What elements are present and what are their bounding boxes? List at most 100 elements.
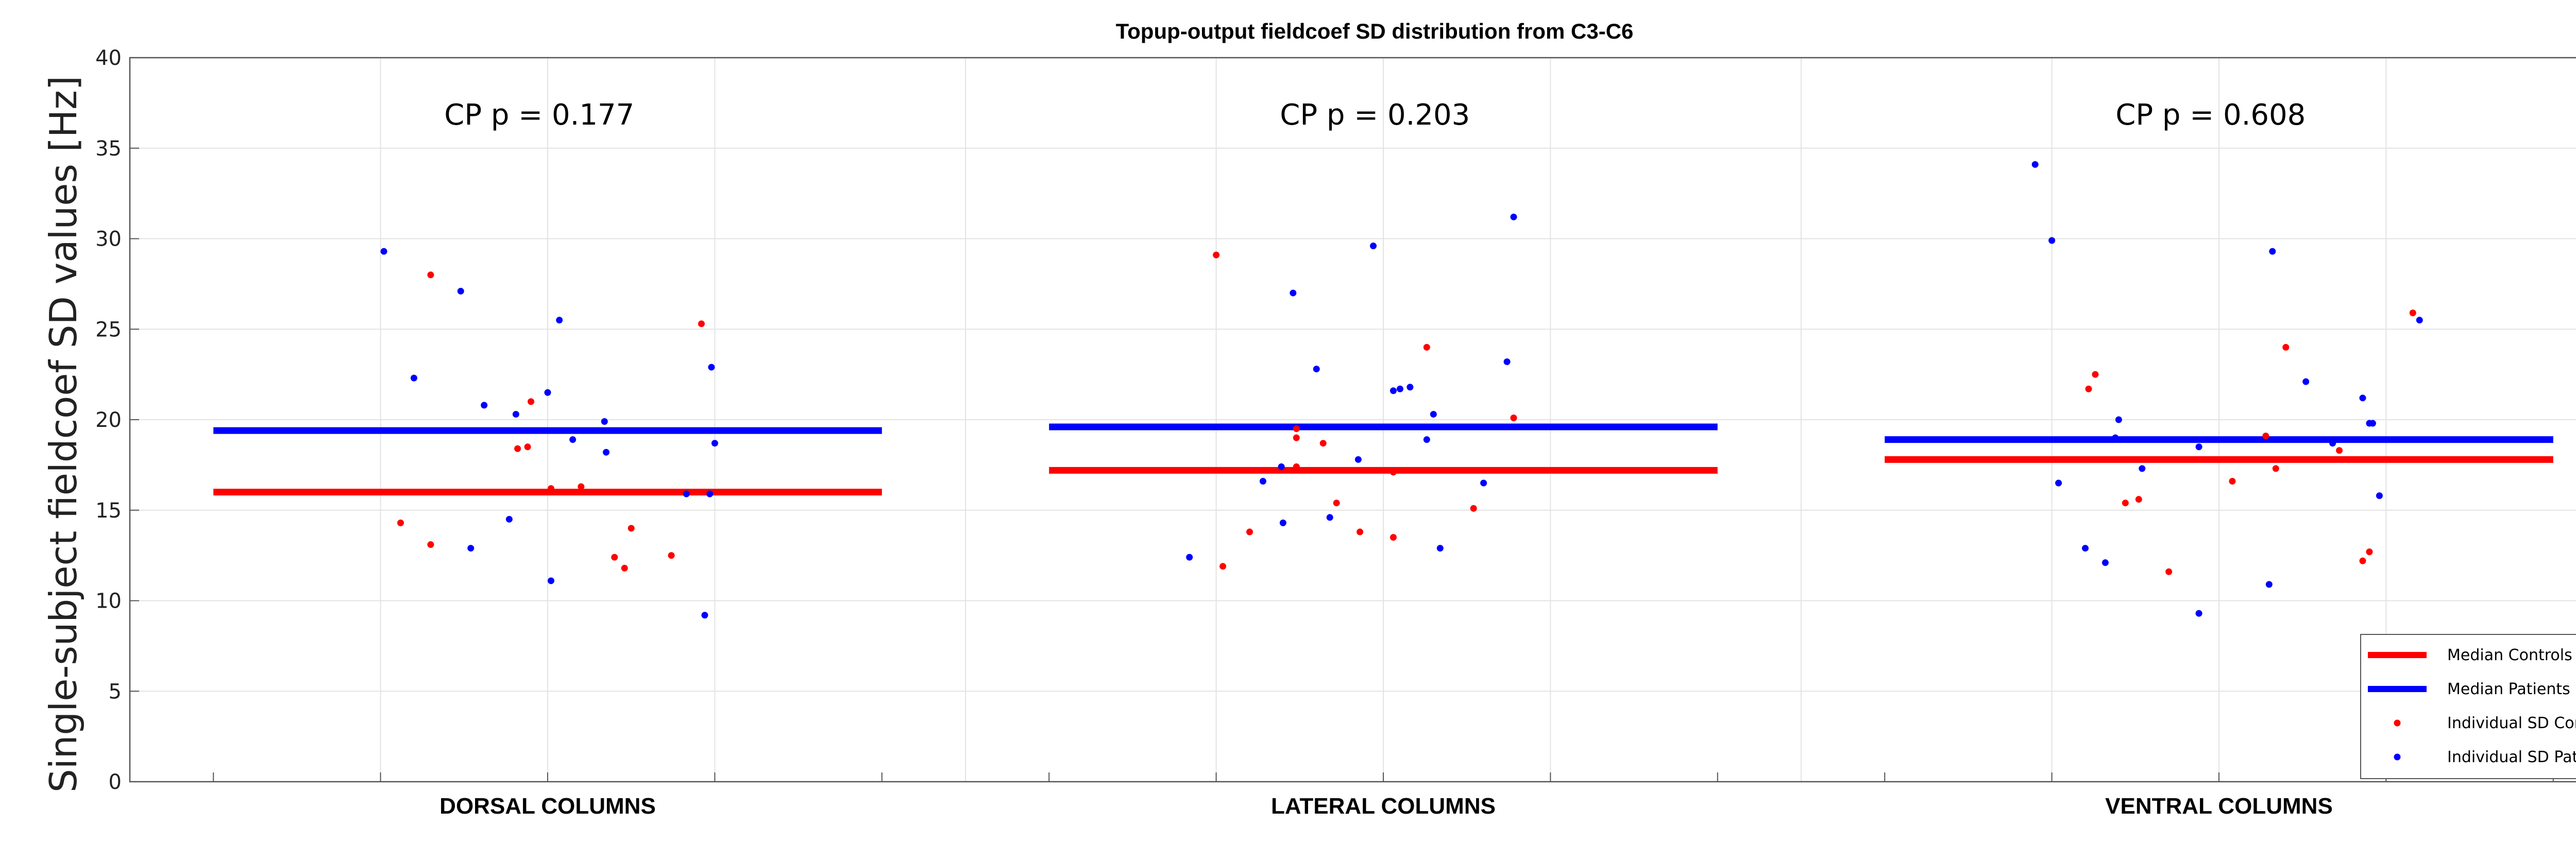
- patient-point: [1313, 366, 1320, 373]
- control-point: [2229, 478, 2236, 485]
- control-point: [2085, 385, 2092, 392]
- control-point: [1333, 500, 1340, 507]
- data-points: [380, 161, 2423, 619]
- control-point: [668, 552, 675, 559]
- patient-point: [481, 402, 488, 409]
- control-point: [427, 541, 434, 548]
- control-point: [524, 443, 531, 451]
- patient-point: [2081, 545, 2089, 552]
- patient-point: [708, 364, 715, 371]
- patient-point: [1186, 554, 1193, 561]
- control-point: [2262, 433, 2269, 440]
- control-point: [698, 320, 705, 328]
- control-point: [2092, 371, 2099, 378]
- patient-point: [1503, 358, 1511, 366]
- patient-point: [2329, 440, 2336, 447]
- control-point: [547, 485, 554, 492]
- y-axis-label: Single-subject fieldcoef SD values [Hz]: [42, 76, 85, 793]
- y-tick-label: 40: [95, 46, 122, 70]
- patient-point: [711, 440, 718, 447]
- y-tick-label: 35: [95, 137, 122, 161]
- chart-title: Topup-output fieldcoef SD distribution f…: [1116, 19, 1634, 43]
- patient-point: [410, 374, 417, 382]
- legend: Median Controls Median Patients Individual…: [2360, 634, 2576, 779]
- patient-point: [1354, 456, 1362, 463]
- legend-point-swatch: [2394, 753, 2401, 761]
- patient-point: [1389, 387, 1397, 394]
- control-point: [1510, 414, 1517, 421]
- patient-point: [1430, 410, 1437, 418]
- control-point: [2282, 343, 2290, 351]
- patient-point: [1436, 545, 1444, 552]
- patient-point: [544, 389, 551, 396]
- patient-point: [2195, 610, 2202, 617]
- control-point: [2165, 568, 2173, 575]
- legend-label: Median Patients: [2447, 680, 2570, 698]
- control-point: [2336, 447, 2343, 454]
- legend-label: Individual SD Patients: [2447, 748, 2576, 766]
- y-tick-label: 25: [95, 318, 122, 341]
- patient-point: [547, 577, 554, 584]
- control-point: [1470, 505, 1477, 512]
- control-point: [514, 445, 521, 452]
- patient-point: [603, 449, 610, 456]
- control-point: [621, 564, 628, 572]
- patient-point: [2195, 443, 2202, 451]
- control-point: [2122, 500, 2129, 507]
- patient-point: [2102, 559, 2109, 566]
- legend-point-swatch: [2394, 719, 2401, 727]
- control-point: [2409, 309, 2416, 317]
- patient-point: [2265, 581, 2273, 588]
- y-tick-label: 10: [95, 590, 122, 613]
- control-point: [2272, 465, 2279, 472]
- control-point: [2359, 557, 2366, 564]
- control-point: [1423, 343, 1430, 351]
- patient-point: [2048, 237, 2056, 244]
- patient-point: [556, 317, 563, 324]
- y-tick-label: 15: [95, 499, 122, 523]
- control-point: [1357, 528, 1364, 536]
- patient-point: [683, 490, 690, 497]
- control-point: [397, 519, 404, 526]
- patient-point: [2416, 317, 2423, 324]
- patient-point: [457, 287, 464, 295]
- patient-point: [1480, 479, 1487, 487]
- control-point: [1213, 251, 1220, 259]
- axes: 0 5 10 15 20 25 30 35 40 DORSAL COLUMNS CP p = 0.1…: [95, 46, 2576, 819]
- control-point: [2366, 548, 2373, 556]
- patient-point: [569, 436, 577, 443]
- control-point: [1319, 440, 1327, 447]
- patient-point: [2302, 378, 2310, 385]
- control-point: [611, 554, 618, 561]
- patient-point: [2269, 248, 2276, 255]
- patient-point: [2115, 416, 2122, 423]
- x-tick-label: DORSAL COLUMNS: [439, 794, 656, 819]
- patient-point: [380, 248, 387, 255]
- patient-point: [2369, 420, 2376, 427]
- patient-point: [2376, 492, 2383, 500]
- p-value-label: CP p = 0.177: [444, 98, 634, 132]
- patient-point: [1278, 463, 1285, 470]
- control-point: [1293, 463, 1300, 470]
- patient-point: [2055, 479, 2062, 487]
- patient-point: [512, 410, 519, 418]
- control-point: [628, 525, 635, 532]
- y-tick-label: 5: [109, 680, 122, 703]
- control-point: [1293, 425, 1300, 433]
- control-point: [427, 271, 434, 279]
- patient-point: [1510, 213, 1517, 220]
- patient-point: [1406, 384, 1414, 391]
- legend-label: Individual SD Controls: [2447, 714, 2576, 732]
- p-value-label: CP p = 0.608: [2115, 98, 2306, 132]
- patient-point: [505, 515, 513, 523]
- patient-point: [2359, 394, 2366, 402]
- patient-point: [1423, 436, 1430, 443]
- x-tick-label: VENTRAL COLUMNS: [2105, 794, 2333, 819]
- patient-point: [1290, 289, 1297, 297]
- p-value-label: CP p = 0.203: [1280, 98, 1470, 132]
- control-point: [1389, 533, 1397, 541]
- patient-point: [467, 545, 474, 552]
- grid-lines: [130, 57, 2576, 782]
- control-point: [1219, 563, 1227, 570]
